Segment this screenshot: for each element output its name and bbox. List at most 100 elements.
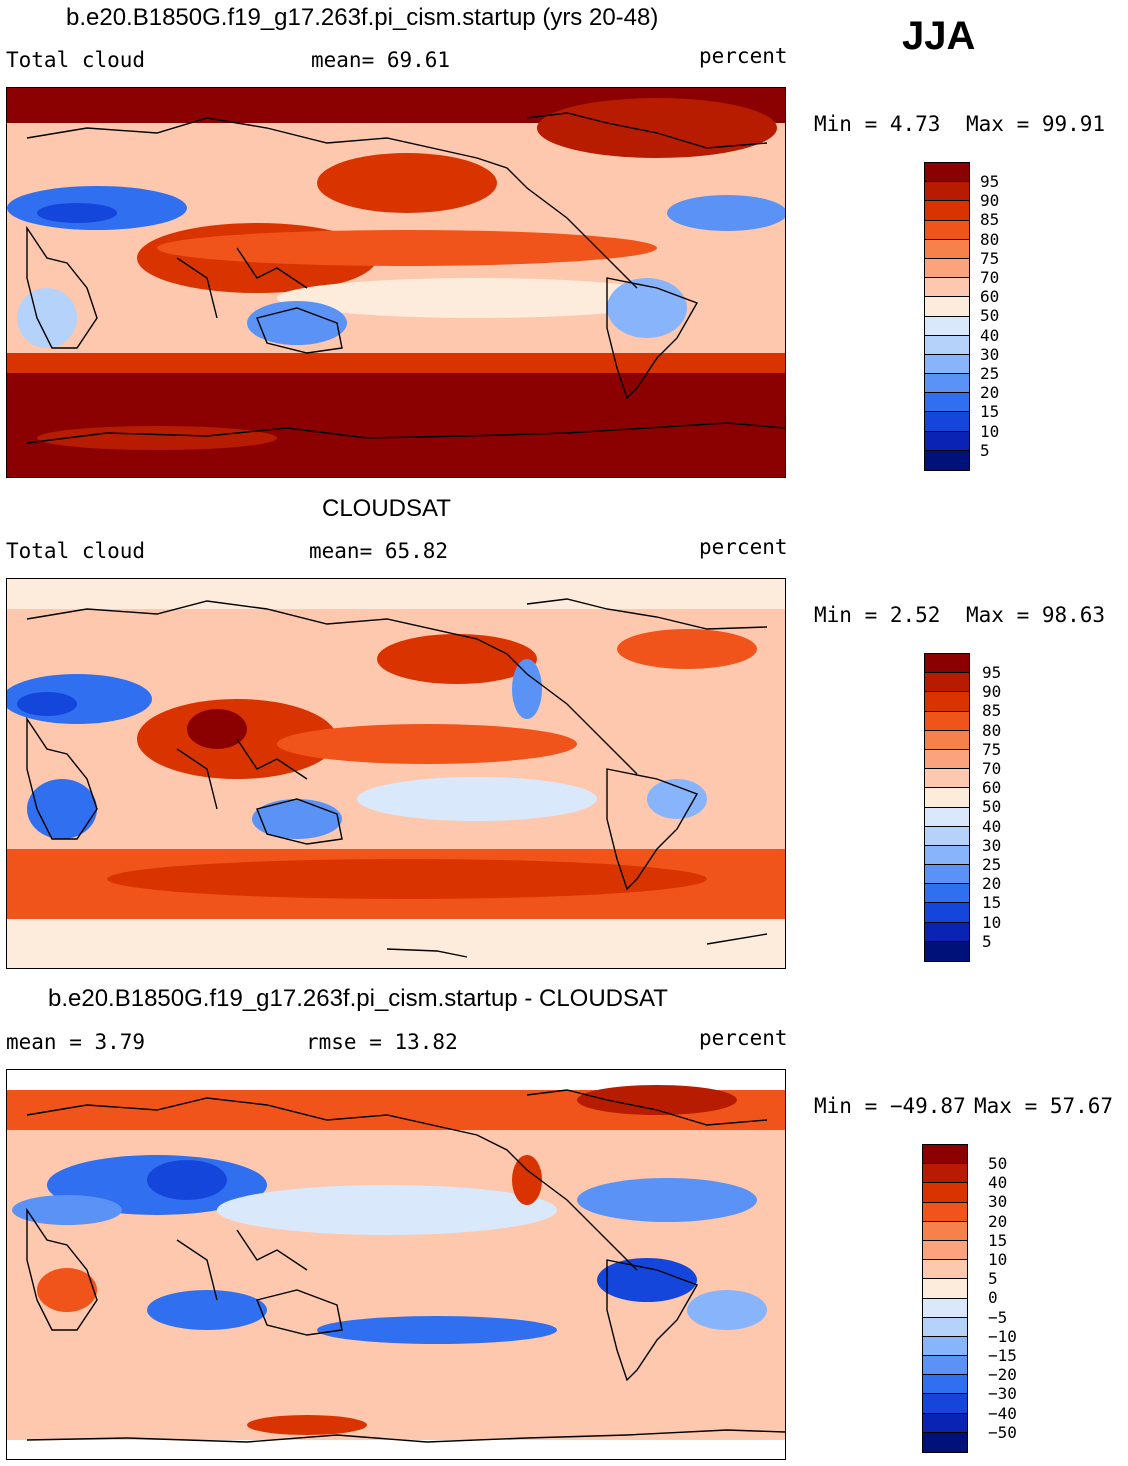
- colorbar-swatch: [925, 201, 969, 221]
- colorbar-swatch: [925, 258, 969, 279]
- panel2-map: [6, 578, 786, 969]
- colorbar-tick-label: 60: [982, 778, 1002, 798]
- colorbar-swatch: [923, 1317, 967, 1337]
- colorbar-swatch: [925, 335, 969, 355]
- colorbar-swatch: [925, 673, 969, 693]
- colorbar-swatch: [925, 769, 969, 789]
- colorbar-tick-label: −40: [988, 1403, 1017, 1423]
- colorbar-swatch: [923, 1240, 967, 1261]
- panel2-title: CLOUDSAT: [322, 495, 451, 522]
- colorbar-tick-label: −30: [988, 1384, 1017, 1404]
- panel3-colorbar: [922, 1144, 968, 1453]
- colorbar-tick-label: 95: [980, 172, 1000, 191]
- panel3-title: b.e20.B1850G.f19_g17.263f.pi_cism.startu…: [48, 985, 668, 1012]
- colorbar-swatch: [925, 884, 969, 904]
- panel3-rmse: rmse = 13.82: [306, 1030, 458, 1054]
- colorbar-tick-label: 50: [980, 306, 1000, 326]
- colorbar-swatch: [923, 1183, 967, 1203]
- colorbar-tick-label: 70: [982, 759, 1002, 778]
- panel1-colorbar: [924, 162, 970, 471]
- colorbar-tick-label: 75: [980, 248, 1000, 268]
- panel3-units: percent: [699, 1026, 788, 1050]
- colorbar-swatch: [925, 922, 969, 942]
- panel2-variable-label: Total cloud: [6, 539, 146, 563]
- panel1-mean: mean= 69.61: [311, 48, 451, 72]
- colorbar-swatch: [923, 1394, 967, 1414]
- panel1-units: percent: [699, 44, 788, 68]
- colorbar-swatch: [925, 730, 969, 750]
- colorbar-tick-label: 80: [982, 720, 1002, 740]
- colorbar-tick-label: 5: [980, 440, 990, 460]
- colorbar-tick-label: −10: [988, 1326, 1017, 1346]
- colorbar-tick-label: 60: [980, 287, 1000, 307]
- colorbar-tick-label: 20: [980, 383, 1000, 403]
- colorbar-swatch: [925, 316, 969, 336]
- colorbar-tick-label: 25: [980, 364, 1000, 383]
- colorbar-swatch: [925, 807, 969, 827]
- colorbar-swatch: [925, 941, 969, 961]
- colorbar-swatch: [923, 1164, 967, 1184]
- colorbar-swatch: [925, 182, 969, 202]
- panel2-min: Min = 2.52: [814, 603, 941, 627]
- colorbar-swatch: [925, 431, 969, 451]
- colorbar-swatch: [925, 654, 969, 674]
- colorbar-tick-label: 80: [980, 229, 1000, 249]
- colorbar-tick-label: 5: [982, 931, 992, 951]
- colorbar-tick-label: 70: [980, 268, 1000, 287]
- colorbar-tick-label: 5: [988, 1269, 998, 1289]
- panel2-mean: mean= 65.82: [309, 539, 449, 563]
- colorbar-tick-label: 15: [980, 402, 1000, 422]
- colorbar-swatch: [925, 297, 969, 317]
- panel2-units: percent: [699, 535, 788, 559]
- colorbar-tick-label: 90: [982, 682, 1002, 702]
- colorbar-tick-label: 85: [982, 701, 1002, 721]
- colorbar-tick-label: 0: [988, 1288, 998, 1308]
- colorbar-swatch: [925, 749, 969, 770]
- colorbar-tick-label: −5: [988, 1307, 1008, 1327]
- colorbar-swatch: [925, 450, 969, 470]
- colorbar-tick-label: 40: [980, 325, 1000, 345]
- panel2-max: Max = 98.63: [966, 603, 1106, 627]
- colorbar-swatch: [925, 220, 969, 240]
- colorbar-swatch: [925, 826, 969, 846]
- colorbar-tick-label: 90: [980, 191, 1000, 211]
- panel2-colorbar: [924, 653, 970, 962]
- panel1-max: Max = 99.91: [966, 112, 1106, 136]
- colorbar-tick-label: 30: [982, 835, 1002, 855]
- colorbar-swatch: [925, 903, 969, 923]
- colorbar-swatch: [923, 1432, 967, 1452]
- colorbar-tick-label: −15: [988, 1346, 1017, 1365]
- colorbar-swatch: [925, 163, 969, 183]
- colorbar-swatch: [925, 865, 969, 885]
- colorbar-swatch: [923, 1375, 967, 1395]
- panel3-mean: mean = 3.79: [6, 1030, 146, 1054]
- colorbar-tick-label: 30: [980, 344, 1000, 364]
- colorbar-swatch: [925, 393, 969, 413]
- colorbar-tick-label: −50: [988, 1422, 1017, 1442]
- colorbar-tick-label: 40: [988, 1173, 1008, 1193]
- colorbar-swatch: [923, 1298, 967, 1318]
- colorbar-swatch: [925, 239, 969, 259]
- colorbar-swatch: [923, 1221, 967, 1241]
- colorbar-swatch: [925, 845, 969, 866]
- colorbar-tick-label: 20: [982, 874, 1002, 894]
- colorbar-swatch: [923, 1279, 967, 1299]
- colorbar-swatch: [925, 788, 969, 808]
- colorbar-swatch: [925, 278, 969, 298]
- panel1-title: b.e20.B1850G.f19_g17.263f.pi_cism.startu…: [66, 4, 659, 31]
- colorbar-swatch: [925, 354, 969, 375]
- panel3-map: [6, 1069, 786, 1460]
- colorbar-tick-label: 30: [988, 1192, 1008, 1212]
- colorbar-tick-label: 85: [980, 210, 1000, 230]
- panel1-variable-label: Total cloud: [6, 48, 146, 72]
- colorbar-tick-label: 15: [982, 893, 1002, 913]
- colorbar-tick-label: 40: [982, 816, 1002, 836]
- colorbar-tick-label: 75: [982, 739, 1002, 759]
- panel1-min: Min = 4.73: [814, 112, 941, 136]
- colorbar-swatch: [923, 1356, 967, 1376]
- colorbar-swatch: [923, 1202, 967, 1222]
- colorbar-tick-label: 50: [988, 1154, 1008, 1173]
- colorbar-tick-label: 10: [980, 421, 1000, 441]
- colorbar-tick-label: 15: [988, 1230, 1008, 1250]
- colorbar-tick-label: 95: [982, 663, 1002, 682]
